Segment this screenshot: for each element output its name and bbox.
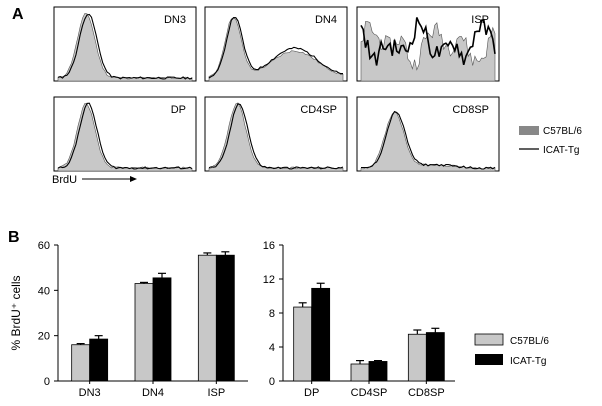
histogram-panel-isp: ISP [356, 6, 500, 82]
bar-c57bl6-isp [197, 254, 217, 382]
histogram-panel-label: DN4 [315, 14, 337, 26]
histogram-panel-cd4sp: CD4SP [204, 96, 348, 172]
histogram-xaxis-arrowhead [130, 176, 137, 182]
y-tick-label: 20 [38, 331, 50, 343]
bar-legend-swatch-c57bl6 [474, 333, 504, 346]
bar-icat-cd8sp [425, 332, 445, 382]
histogram-panel-dn3: DN3 [53, 6, 197, 82]
histogram-line-icat [208, 17, 343, 79]
bar-icat-dn3 [89, 338, 109, 382]
bar-charts: 0 20 40 60 % BrdU⁺ cells DN3 DN4 ISP 0 4 8 12 16 DP CD… [9, 240, 455, 399]
histogram-panel-label: DN3 [164, 14, 186, 26]
histogram-panel-label: DP [171, 104, 186, 116]
histogram-panel-cd8sp: CD8SP [356, 96, 500, 172]
bar-icat-isp [215, 254, 235, 382]
histogram-line-icat [361, 110, 496, 170]
panel-b-label: B [8, 229, 20, 246]
histogram-legend: C57BL/6 ICAT-Tg [519, 126, 582, 156]
histogram-panel-dp: DP [53, 96, 197, 172]
histogram-legend-swatch-c57bl6 [519, 126, 539, 135]
histogram-panel-label: CD8SP [452, 104, 489, 116]
bar-c57bl6-cd8sp [407, 333, 427, 382]
histogram-panel-label: ISP [471, 14, 489, 26]
bar-icat-cd4sp [368, 361, 388, 382]
bar-legend: C57BL/6 ICAT-Tg [474, 333, 549, 367]
histogram-line-icat [360, 17, 496, 66]
y-tick-label: 0 [269, 376, 275, 388]
x-tick-label: DN4 [142, 387, 164, 399]
x-tick-label: CD4SP [351, 387, 388, 399]
bar-icat-dp [311, 287, 331, 382]
y-axis-label: % BrdU⁺ cells [9, 275, 23, 350]
bar-icat-dn4 [152, 277, 172, 382]
histogram-grid: DN3 DN4 ISP DP CD4SP CD8SP [53, 6, 500, 172]
histogram-legend-label-c57bl6: C57BL/6 [543, 126, 582, 137]
y-tick-label: 40 [38, 285, 50, 297]
bar-legend-label-c57bl6: C57BL/6 [510, 336, 549, 347]
y-tick-label: 60 [38, 240, 50, 252]
histogram-fill-c57bl6 [360, 21, 496, 82]
x-tick-label: DN3 [79, 387, 101, 399]
histogram-panel-label: CD4SP [300, 104, 337, 116]
bar-c57bl6-dn3 [71, 344, 91, 382]
bar-chart-1: 0 20 40 60 % BrdU⁺ cells DN3 DN4 ISP [9, 240, 248, 399]
bar-c57bl6-cd4sp [350, 363, 370, 382]
bar-c57bl6-dp [293, 306, 313, 382]
histogram-xlabel: BrdU [52, 174, 77, 186]
panel-a-label: A [12, 6, 24, 23]
bar-chart-2: 0 4 8 12 16 DP CD4SP CD8SP [263, 240, 455, 399]
bar-c57bl6-dn4 [134, 283, 154, 382]
y-tick-label: 8 [269, 308, 275, 320]
x-tick-label: ISP [207, 387, 225, 399]
x-tick-label: CD8SP [408, 387, 445, 399]
histogram-line-icat [208, 103, 344, 170]
x-tick-label: DP [304, 387, 319, 399]
histogram-line-icat [57, 102, 193, 170]
y-tick-label: 4 [269, 342, 275, 354]
bar-legend-label-icat: ICAT-Tg [510, 356, 546, 367]
histogram-legend-label-icat: ICAT-Tg [543, 145, 579, 156]
y-tick-label: 12 [263, 274, 275, 286]
histogram-panel-dn4: DN4 [204, 6, 348, 82]
histogram-line-icat [57, 13, 193, 80]
y-tick-label: 16 [263, 240, 275, 252]
y-tick-label: 0 [44, 376, 50, 388]
bar-legend-swatch-icat [475, 354, 503, 365]
